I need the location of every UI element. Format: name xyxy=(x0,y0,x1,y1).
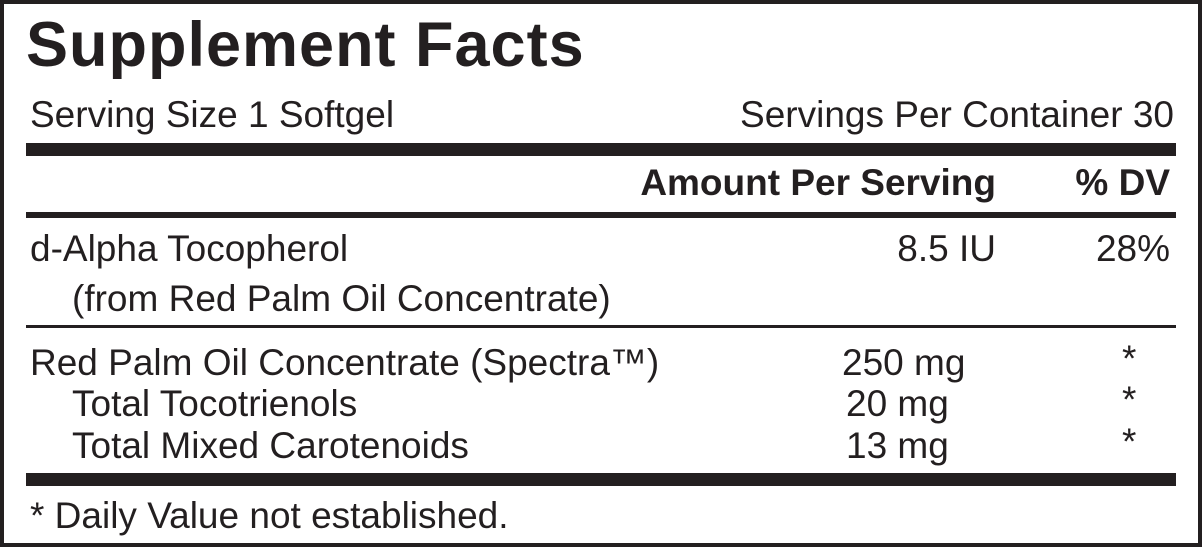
ingredient-dv: * xyxy=(1122,379,1137,420)
ingredient-amount: 13 mg xyxy=(846,425,949,466)
nutrient-amount: 8.5 IU xyxy=(897,228,996,269)
ingredient-dv: * xyxy=(1122,338,1137,379)
ingredient-name: Red Palm Oil Concentrate (Spectra™) xyxy=(30,342,660,383)
ingredient-name: Total Mixed Carotenoids xyxy=(72,425,469,466)
label-title: Supplement Facts xyxy=(26,10,585,80)
medium-divider xyxy=(26,212,1176,218)
thick-divider xyxy=(26,143,1176,156)
servings-per-container: Servings Per Container 30 xyxy=(740,94,1174,135)
thin-divider xyxy=(26,325,1176,328)
nutrient-source: (from Red Palm Oil Concentrate) xyxy=(72,278,611,319)
thick-divider xyxy=(26,473,1176,486)
dv-header: % DV xyxy=(1075,162,1170,203)
ingredient-name: Total Tocotrienols xyxy=(72,383,358,424)
ingredient-dv: * xyxy=(1122,421,1137,462)
ingredient-amount: 250 mg xyxy=(842,342,966,383)
ingredient-amount: 20 mg xyxy=(846,383,949,424)
footnote: * Daily Value not established. xyxy=(30,495,509,536)
amount-per-serving-header: Amount Per Serving xyxy=(640,162,996,203)
nutrient-name: d-Alpha Tocopherol xyxy=(30,228,349,269)
serving-size: Serving Size 1 Softgel xyxy=(30,94,395,135)
nutrient-dv: 28% xyxy=(1095,228,1170,269)
